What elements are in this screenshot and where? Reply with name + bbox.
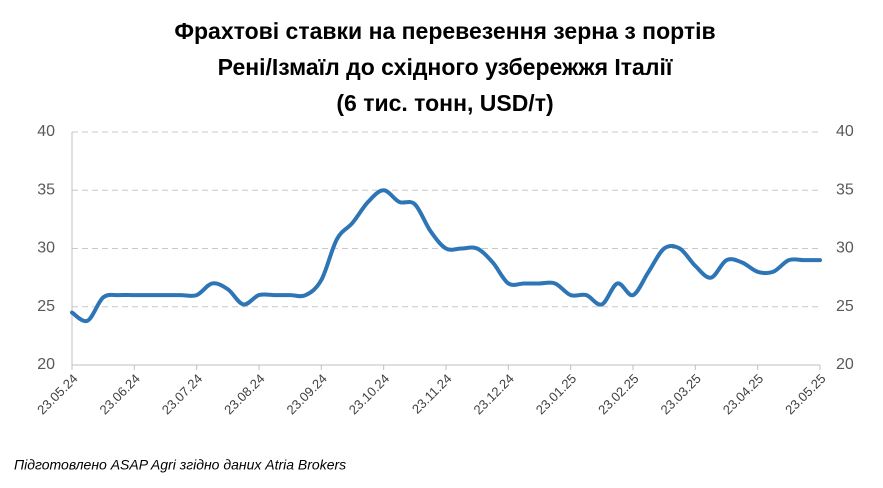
- x-tick-label: 23.05.25: [782, 371, 828, 417]
- chart-title: (6 тис. тонн, USD/т): [336, 90, 553, 116]
- y2-tick-label: 25: [836, 298, 854, 315]
- x-tick-label: 23.05.24: [34, 371, 80, 417]
- y2-tick-label: 20: [836, 356, 854, 373]
- chart-title: Фрахтові ставки на перевезення зерна з п…: [174, 18, 715, 44]
- y-tick-label: 25: [37, 298, 55, 315]
- y-tick-label: 20: [37, 356, 55, 373]
- x-tick-label: 23.06.24: [96, 371, 142, 417]
- x-tick-label: 23.03.25: [657, 371, 703, 417]
- chart-title: Рені/Ізмаїл до східного узбережжя Італії: [218, 54, 673, 80]
- y-tick-label: 35: [37, 181, 55, 198]
- x-tick-label: 23.01.25: [533, 371, 579, 417]
- y2-tick-label: 35: [836, 181, 854, 198]
- x-tick-label: 23.11.24: [409, 371, 455, 417]
- x-tick-label: 23.12.24: [470, 371, 516, 417]
- y-tick-label: 40: [37, 123, 55, 140]
- data-line: [70, 188, 822, 324]
- x-tick-label: 23.04.25: [720, 371, 766, 417]
- y-tick-label: 30: [37, 240, 55, 257]
- x-tick-label: 23.08.24: [221, 371, 267, 417]
- x-tick-label: 23.02.25: [595, 371, 641, 417]
- x-tick-label: 23.10.24: [346, 371, 392, 417]
- x-tick-label: 23.07.24: [159, 371, 205, 417]
- source-note: Підготовлено ASAP Agri згідно даних Atri…: [14, 457, 346, 473]
- y2-tick-label: 30: [836, 240, 854, 257]
- y2-tick-label: 40: [836, 123, 854, 140]
- x-tick-label: 23.09.24: [283, 371, 329, 417]
